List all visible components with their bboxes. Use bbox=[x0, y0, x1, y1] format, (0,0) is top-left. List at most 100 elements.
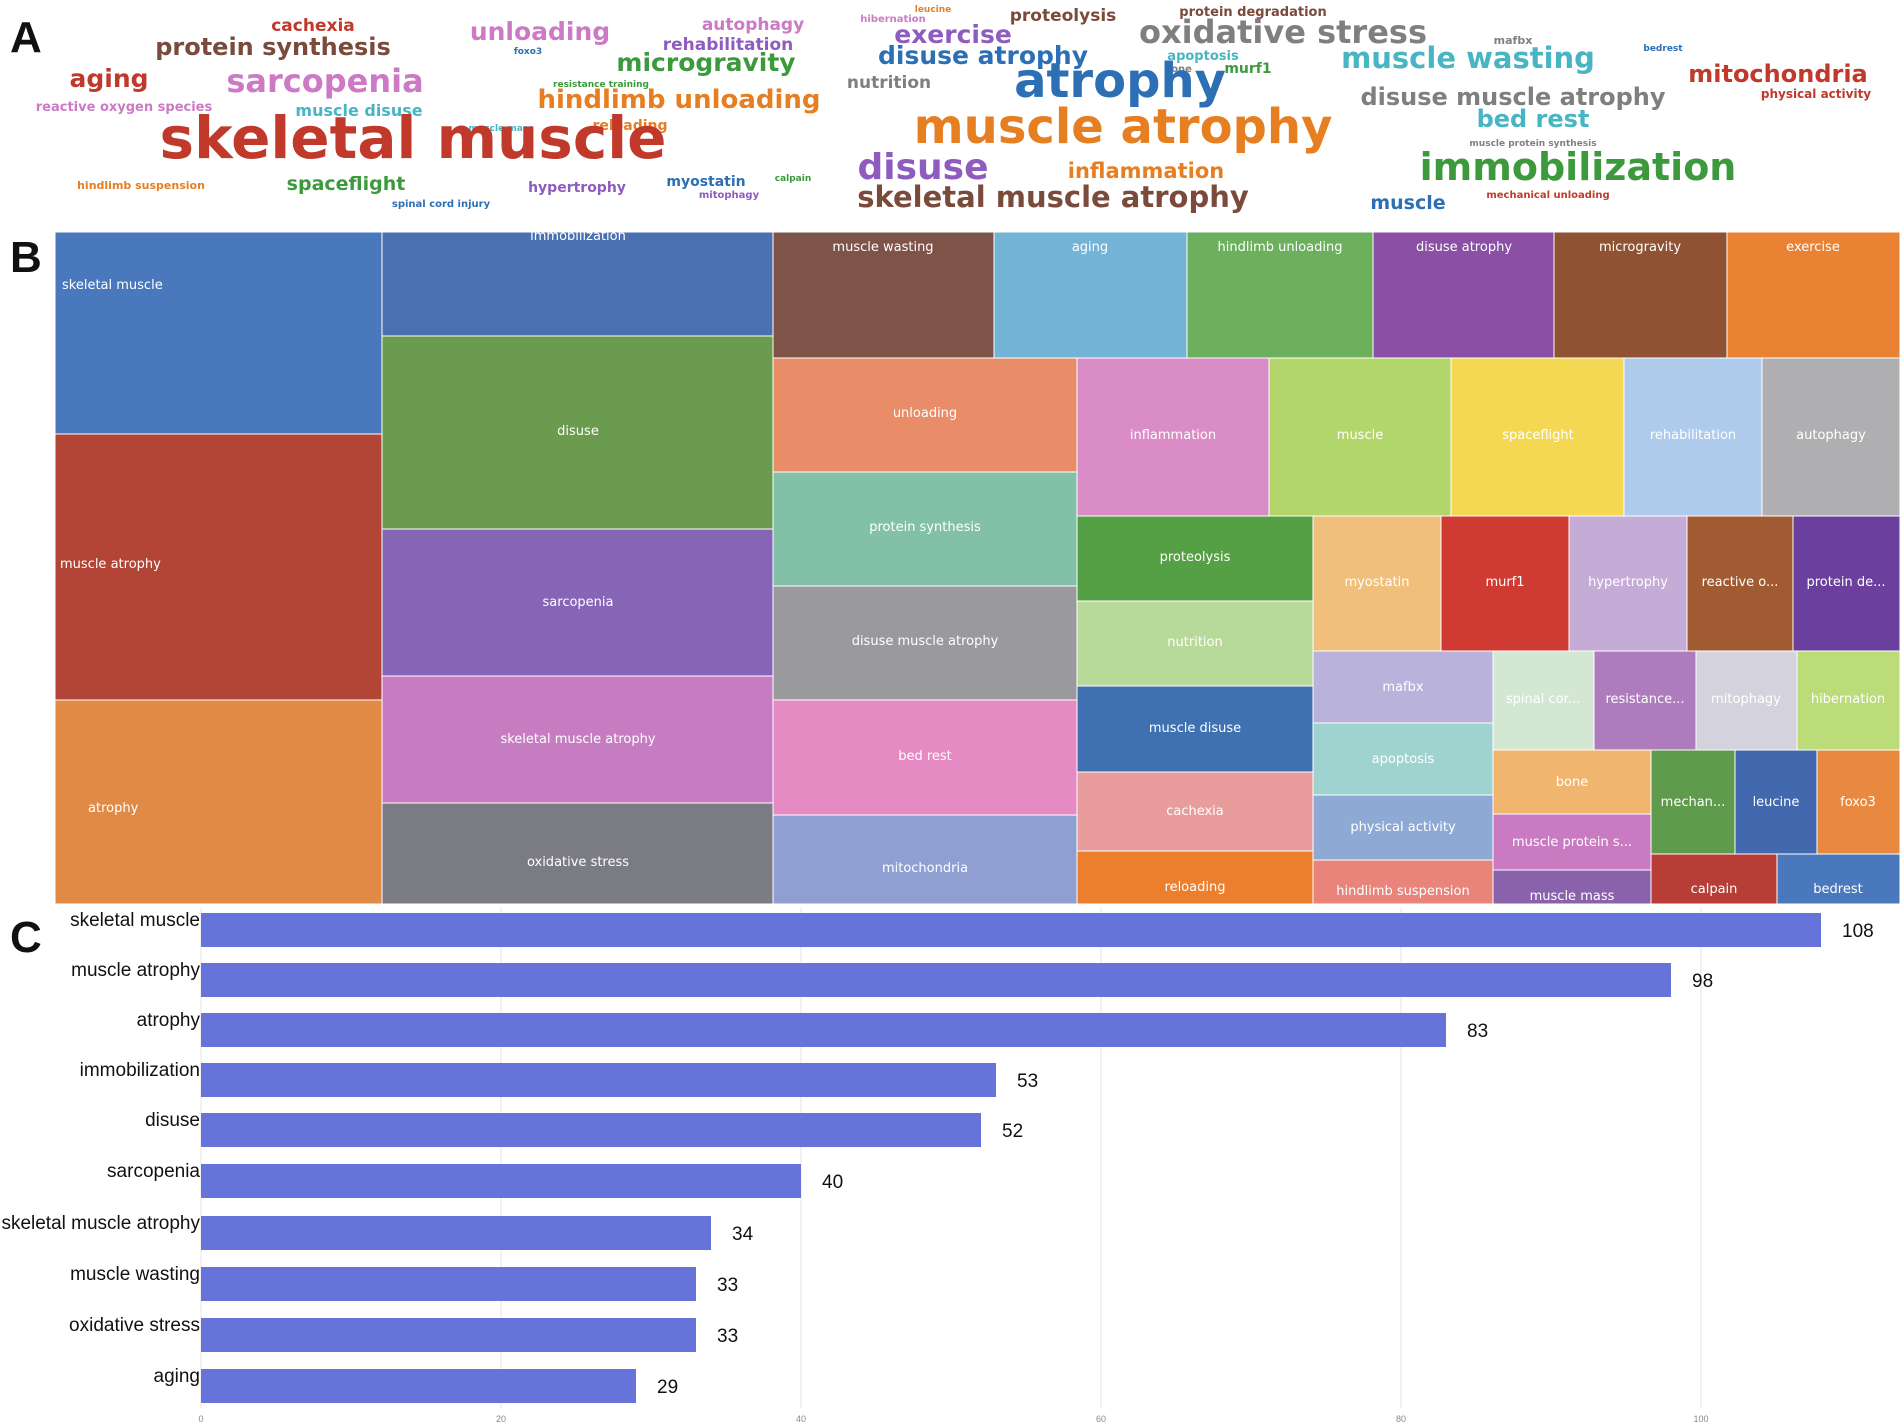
cloud-word-spaceflight: spaceflight bbox=[287, 173, 406, 195]
x-tick-label: 0 bbox=[198, 1414, 203, 1424]
treemap-label-calpain: calpain bbox=[1691, 882, 1738, 897]
treemap-tile-disuse bbox=[381, 335, 774, 530]
treemap-label-leucine: leucine bbox=[1753, 795, 1800, 810]
treemap-label-rehabilitation: rehabilitation bbox=[1650, 428, 1736, 443]
treemap-tile-foxo3 bbox=[1816, 749, 1901, 855]
treemap-tile-mafbx bbox=[1312, 650, 1494, 724]
x-tick-label: 100 bbox=[1693, 1414, 1708, 1424]
cloud-word-disuse-atrophy: disuse atrophy bbox=[878, 41, 1088, 70]
x-tick-label: 80 bbox=[1396, 1414, 1406, 1424]
bar-value-label: 34 bbox=[732, 1224, 754, 1245]
bar-category-label: skeletal muscle bbox=[70, 910, 200, 931]
treemap-tile-hindlimb-suspension bbox=[1312, 859, 1494, 905]
bar-sarcopenia bbox=[201, 1164, 801, 1198]
treemap-label-reactive-o: reactive o... bbox=[1702, 575, 1779, 590]
cloud-word-murf1: murf1 bbox=[1224, 61, 1271, 77]
cloud-word-bedrest: bedrest bbox=[1643, 44, 1683, 54]
cloud-word-oxidative-stress: oxidative stress bbox=[1139, 13, 1427, 51]
cloud-word-calpain: calpain bbox=[775, 174, 812, 184]
treemap-label-spaceflight: spaceflight bbox=[1502, 428, 1574, 443]
cloud-word-hypertrophy: hypertrophy bbox=[528, 180, 626, 196]
treemap-tile-skeletal-muscle-atrophy bbox=[381, 675, 774, 804]
treemap-label-hibernation: hibernation bbox=[1811, 692, 1885, 707]
treemap-tile-disuse-atrophy bbox=[1372, 231, 1555, 359]
treemap-label-resistance: resistance... bbox=[1605, 692, 1684, 707]
treemap-label-muscle-disuse: muscle disuse bbox=[1149, 721, 1241, 736]
bar-skeletal-muscle-atrophy bbox=[201, 1216, 711, 1250]
treemap-tile-bed-rest bbox=[772, 699, 1078, 816]
treemap-label-muscle-wasting: muscle wasting bbox=[832, 240, 933, 255]
treemap-label-skeletal-muscle-atrophy: skeletal muscle atrophy bbox=[500, 732, 655, 747]
bar-aging bbox=[201, 1369, 636, 1403]
treemap-label-bed-rest: bed rest bbox=[898, 749, 952, 764]
cloud-word-muscle-mass: muscle mass bbox=[469, 124, 534, 134]
word-cloud: cachexia unloading autophagy hibernationleu… bbox=[36, 5, 1872, 214]
cloud-word-protein-degradation: protein degradation bbox=[1179, 5, 1326, 20]
cloud-word-apoptosis: apoptosis bbox=[1167, 49, 1239, 64]
cloud-word-cachexia: cachexia bbox=[271, 16, 355, 36]
treemap-tile-muscle-wasting bbox=[772, 231, 995, 359]
treemap-label-skeletal-muscle: skeletal muscle bbox=[62, 278, 163, 293]
cloud-word-mitochondria: mitochondria bbox=[1688, 60, 1868, 88]
bar-oxidative-stress bbox=[201, 1318, 696, 1352]
cloud-word-leucine: leucine bbox=[915, 5, 952, 15]
cloud-word-resistance-training: resistance training bbox=[553, 80, 649, 90]
treemap-tile-resistance bbox=[1593, 650, 1697, 751]
cloud-word-hibernation: hibernation bbox=[860, 14, 925, 25]
bar-category-label: muscle wasting bbox=[70, 1264, 200, 1285]
bar-category-label: aging bbox=[154, 1366, 201, 1387]
cloud-word-rehabilitation: rehabilitation bbox=[663, 35, 793, 55]
bar-chart: 0 20 40 60 80 100 skeletal muscle 108 muscle atr… bbox=[1, 908, 1874, 1424]
treemap-label-immobilization: immobilization bbox=[530, 229, 626, 244]
bar-muscle-wasting bbox=[201, 1267, 696, 1301]
treemap-label-apoptosis: apoptosis bbox=[1372, 752, 1435, 767]
treemap-label-atrophy: atrophy bbox=[88, 801, 139, 816]
cloud-word-mechanical-unloading: mechanical unloading bbox=[1486, 190, 1609, 201]
treemap-tile-sarcopenia bbox=[381, 528, 774, 677]
panel-label-b: B bbox=[10, 233, 42, 282]
cloud-word-physical-activity: physical activity bbox=[1761, 87, 1871, 101]
treemap-label-reloading: reloading bbox=[1165, 880, 1226, 895]
bar-category-label: atrophy bbox=[137, 1010, 201, 1031]
treemap-label-disuse-atrophy: disuse atrophy bbox=[1416, 240, 1512, 255]
treemap-tile-microgravity bbox=[1553, 231, 1728, 359]
cloud-word-hindlimb-suspension: hindlimb suspension bbox=[77, 179, 205, 192]
treemap-label-foxo3: foxo3 bbox=[1840, 795, 1876, 810]
treemap-label-protein-de: protein de... bbox=[1807, 575, 1886, 590]
treemap-tile-muscle-protein-s bbox=[1492, 813, 1652, 871]
treemap-label-unloading: unloading bbox=[893, 406, 957, 421]
treemap-tile-mitophagy bbox=[1695, 650, 1798, 751]
bar-value-label: 40 bbox=[822, 1172, 843, 1193]
treemap-tile-protein-synthesis bbox=[772, 471, 1078, 587]
cloud-word-muscle-wasting: muscle wasting bbox=[1341, 41, 1595, 75]
bar-value-label: 98 bbox=[1692, 971, 1713, 992]
treemap-tile-bedrest bbox=[1776, 853, 1901, 905]
treemap: skeletal muscle muscle atrophy atrophy immo… bbox=[54, 229, 1901, 905]
cloud-word-nutrition: nutrition bbox=[847, 73, 931, 93]
treemap-tile-leucine bbox=[1734, 749, 1818, 855]
treemap-label-microgravity: microgravity bbox=[1599, 240, 1681, 255]
cloud-word-muscle-disuse: muscle disuse bbox=[295, 101, 422, 120]
treemap-tile-murf1 bbox=[1440, 515, 1570, 652]
cloud-word-bone: bone bbox=[1164, 64, 1192, 75]
treemap-label-oxidative-stress: oxidative stress bbox=[527, 855, 629, 870]
treemap-tile-muscle-atrophy bbox=[54, 433, 383, 701]
cloud-word-myostatin: myostatin bbox=[666, 174, 745, 190]
cloud-word-microgravity: microgravity bbox=[616, 48, 795, 77]
treemap-label-myostatin: myostatin bbox=[1344, 575, 1409, 590]
cloud-word-foxo3: foxo3 bbox=[514, 47, 542, 57]
cloud-word-spinal-cord-injury: spinal cord injury bbox=[392, 199, 491, 210]
treemap-label-muscle-atrophy: muscle atrophy bbox=[60, 557, 161, 572]
treemap-tile-proteolysis bbox=[1076, 515, 1314, 602]
treemap-tile-mechan bbox=[1650, 749, 1736, 855]
treemap-tile-protein-de bbox=[1792, 515, 1901, 652]
cloud-word-inflammation: inflammation bbox=[1068, 159, 1224, 183]
bar-disuse bbox=[201, 1113, 981, 1147]
bar-value-label: 52 bbox=[1002, 1121, 1023, 1142]
bar-immobilization bbox=[201, 1063, 996, 1097]
bar-atrophy bbox=[201, 1013, 1446, 1047]
treemap-tile-myostatin bbox=[1312, 515, 1442, 652]
bar-value-label: 33 bbox=[717, 1326, 738, 1347]
bar-category-label: disuse bbox=[145, 1110, 200, 1131]
